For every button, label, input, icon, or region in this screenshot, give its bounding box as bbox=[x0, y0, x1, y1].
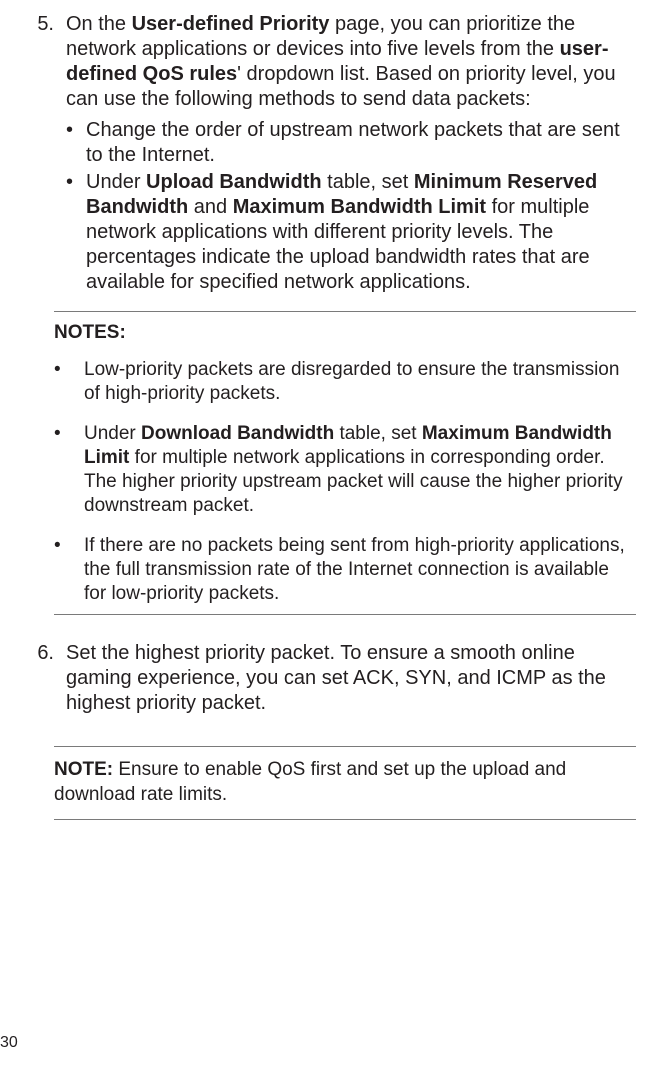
step-5-text: On the User-defined Priority page, you c… bbox=[66, 12, 634, 112]
bullet-dot: • bbox=[54, 358, 84, 406]
step-6-text: Set the highest priority packet. To ensu… bbox=[66, 641, 634, 716]
bullet-text: If there are no packets being sent from … bbox=[84, 534, 636, 606]
bullet-text: Under Download Bandwidth table, set Maxi… bbox=[84, 422, 636, 518]
notes-heading: NOTES: bbox=[54, 322, 636, 344]
page-number: 30 bbox=[0, 1034, 18, 1052]
step-5-body: On the User-defined Priority page, you c… bbox=[66, 12, 634, 297]
step-5-bullet-1: • Change the order of upstream network p… bbox=[66, 118, 634, 168]
step-5: 5. On the User-defined Priority page, yo… bbox=[28, 12, 634, 297]
bullet-dot: • bbox=[66, 118, 86, 168]
divider bbox=[54, 819, 636, 820]
step-6-number: 6. bbox=[28, 641, 66, 716]
bullet-text: Low-priority packets are disregarded to … bbox=[84, 358, 636, 406]
bullet-text: Change the order of upstream network pac… bbox=[86, 118, 634, 168]
notes-bullet-3: • If there are no packets being sent fro… bbox=[54, 534, 636, 606]
note-block: NOTE: Ensure to enable QoS first and set… bbox=[16, 746, 636, 820]
notes-bullet-1: • Low-priority packets are disregarded t… bbox=[54, 358, 636, 406]
bullet-dot: • bbox=[54, 422, 84, 518]
divider bbox=[54, 746, 636, 747]
step-6: 6. Set the highest priority packet. To e… bbox=[28, 641, 634, 716]
note-text: NOTE: Ensure to enable QoS first and set… bbox=[54, 757, 636, 807]
bullet-dot: • bbox=[54, 534, 84, 606]
divider bbox=[54, 311, 636, 312]
step-5-bullet-2: • Under Upload Bandwidth table, set Mini… bbox=[66, 170, 634, 295]
step-5-bullets: • Change the order of upstream network p… bbox=[66, 118, 634, 295]
step-5-number: 5. bbox=[28, 12, 66, 297]
bullet-dot: • bbox=[66, 170, 86, 295]
notes-bullets: • Low-priority packets are disregarded t… bbox=[54, 358, 636, 606]
step-6-body: Set the highest priority packet. To ensu… bbox=[66, 641, 634, 716]
bullet-text: Under Upload Bandwidth table, set Minimu… bbox=[86, 170, 634, 295]
notes-bullet-2: • Under Download Bandwidth table, set Ma… bbox=[54, 422, 636, 518]
divider bbox=[54, 614, 636, 615]
notes-block: NOTES: • Low-priority packets are disreg… bbox=[16, 311, 636, 615]
